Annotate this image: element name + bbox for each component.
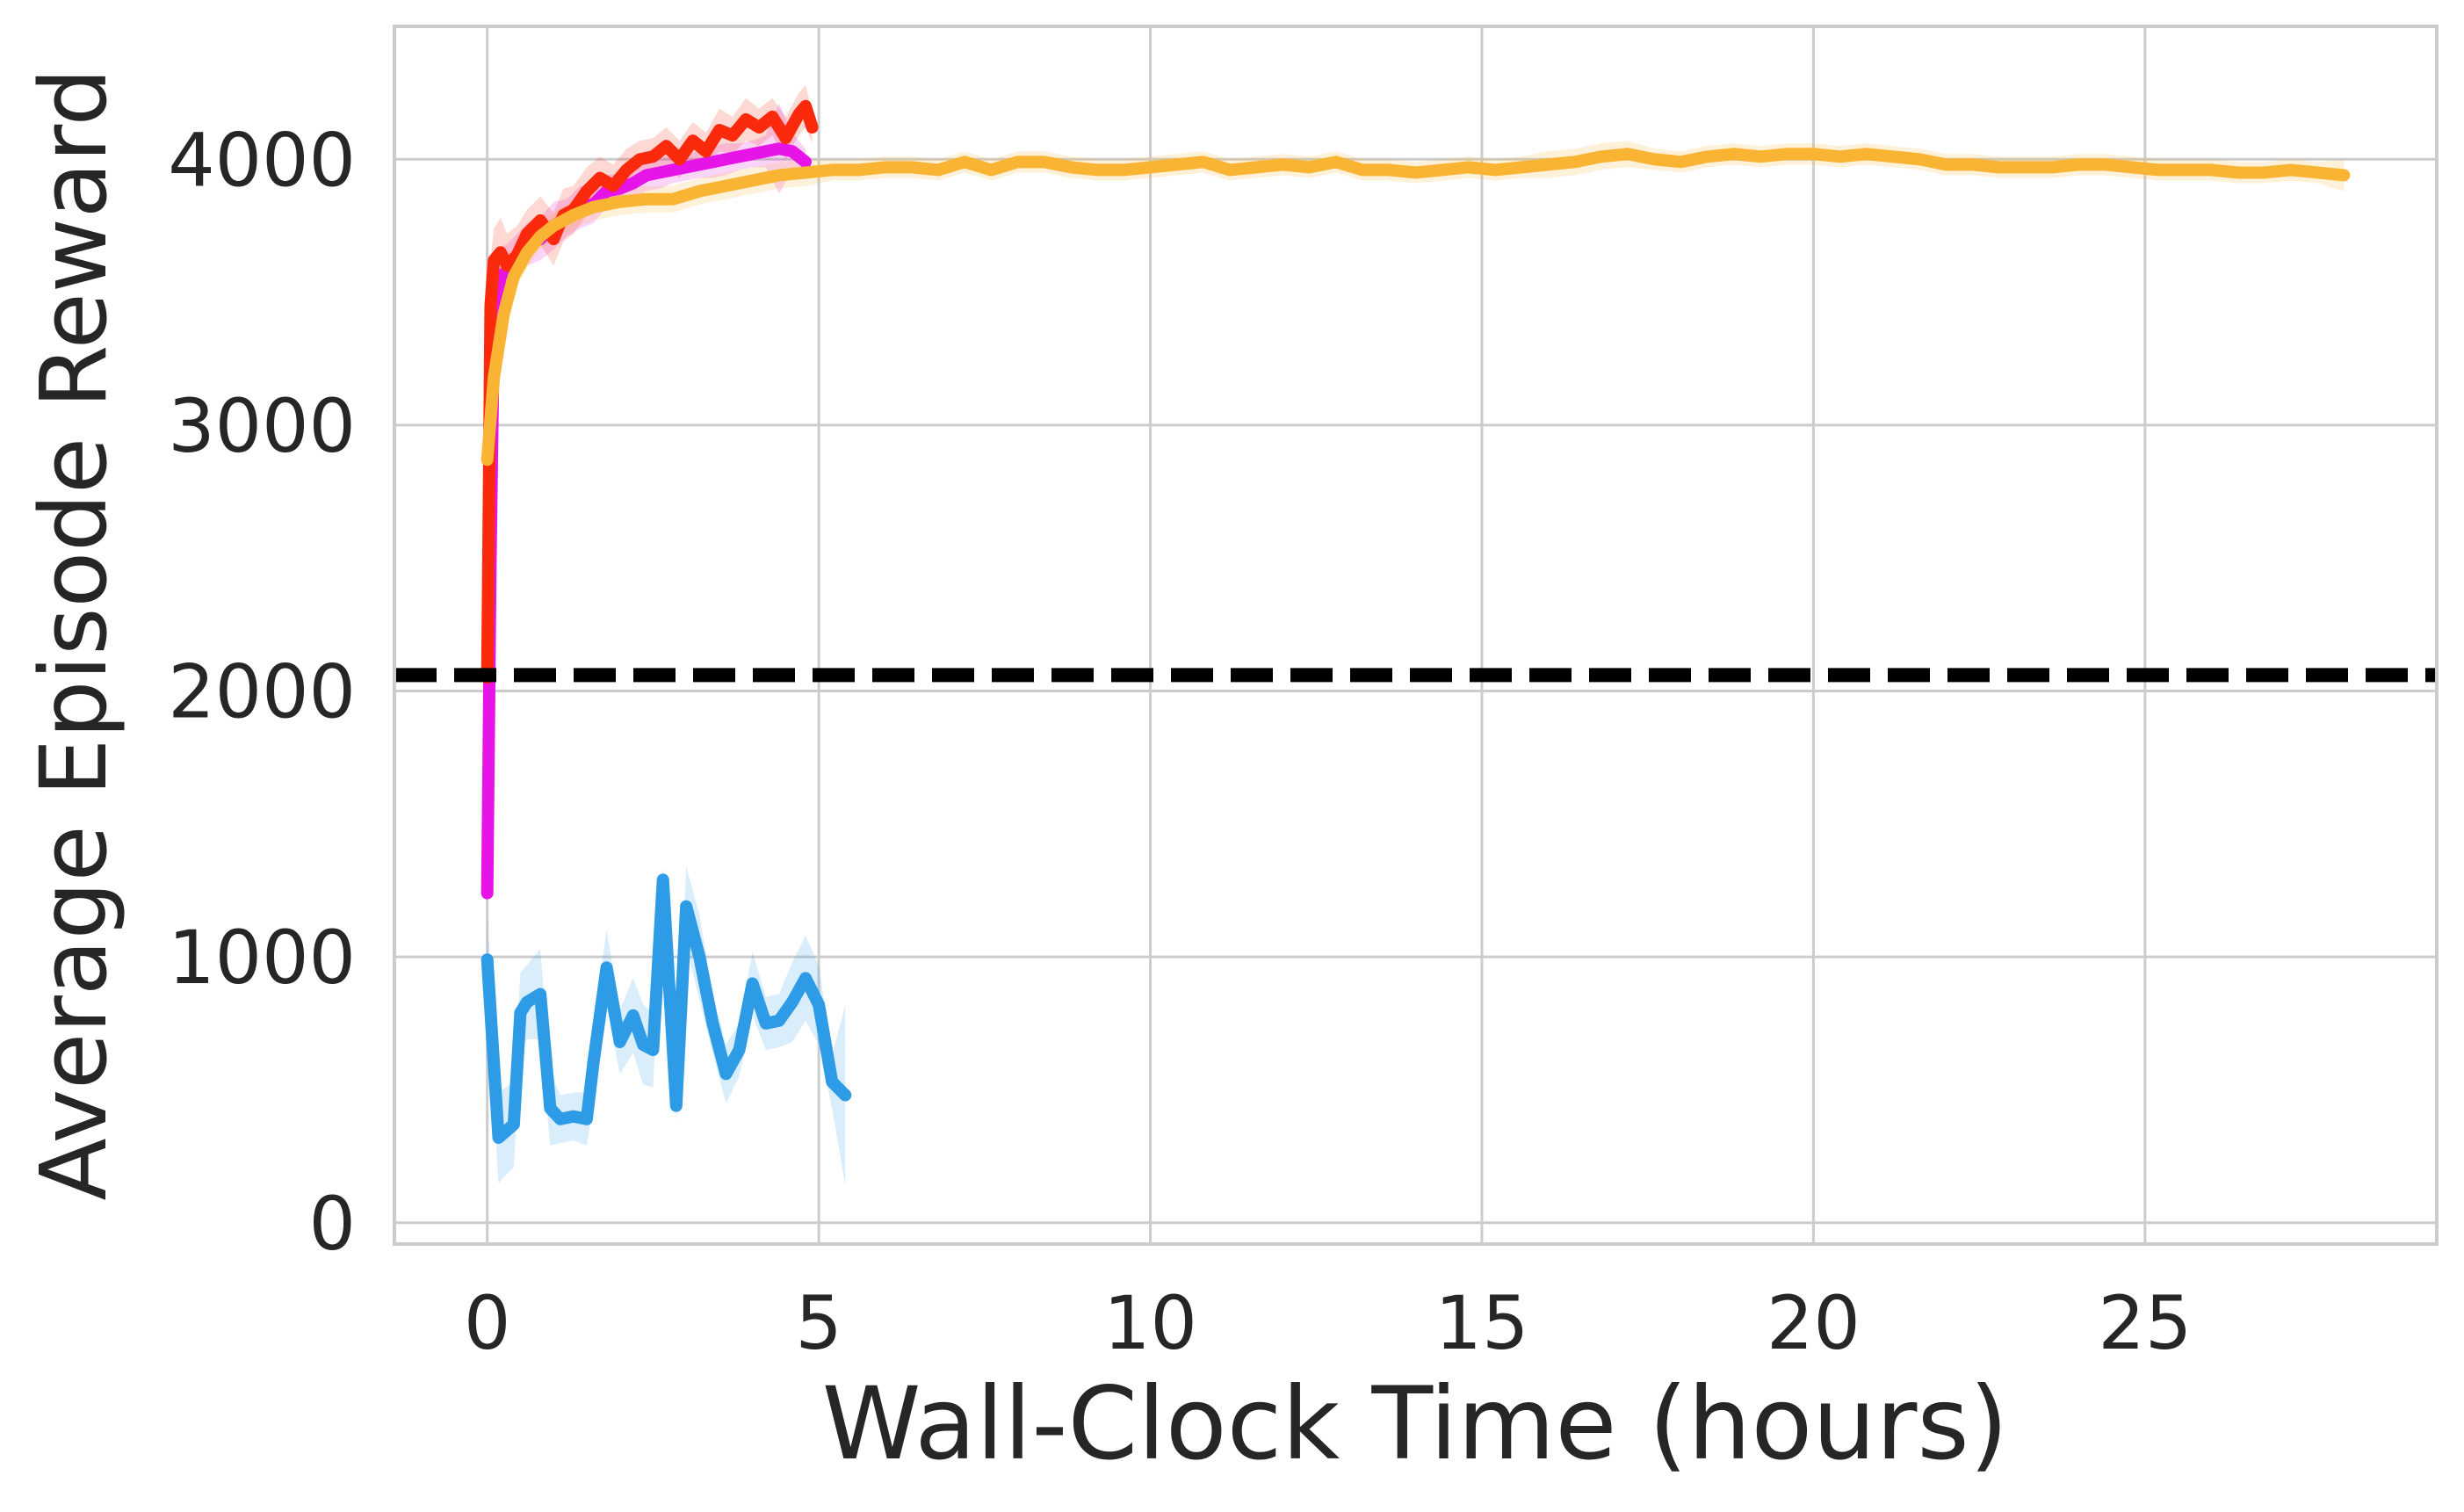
x-axis-label: Wall-Clock Time (hours) (822, 1365, 2008, 1482)
plot-background (394, 26, 2437, 1244)
series-2-band (487, 84, 813, 678)
x-tick-label-2: 10 (1103, 1280, 1197, 1366)
y-tick-label-1: 1000 (168, 915, 356, 1001)
x-tick-label-0: 0 (464, 1280, 510, 1366)
y-tick-labels: 0 1000 2000 3000 4000 (168, 117, 356, 1266)
y-tick-label-0: 0 (309, 1181, 356, 1267)
x-tick-labels: 0 5 10 15 20 25 (464, 1280, 2192, 1366)
y-tick-label-4: 4000 (168, 117, 356, 203)
series-lines (481, 99, 2351, 1144)
x-tick-label-3: 15 (1435, 1280, 1529, 1366)
x-tick-label-1: 5 (795, 1280, 842, 1366)
series-2-line (481, 99, 819, 684)
x-tick-label-4: 20 (1767, 1280, 1861, 1366)
y-tick-label-2: 2000 (168, 649, 356, 735)
series-3-line (481, 148, 2351, 467)
series-0-line (481, 873, 852, 1144)
series-0-band (487, 866, 846, 1186)
plot-frame (393, 25, 2439, 1246)
y-tick-label-3: 3000 (168, 383, 356, 469)
x-tick-label-5: 25 (2098, 1280, 2192, 1366)
y-axis-label: Average Episode Reward (20, 69, 127, 1201)
